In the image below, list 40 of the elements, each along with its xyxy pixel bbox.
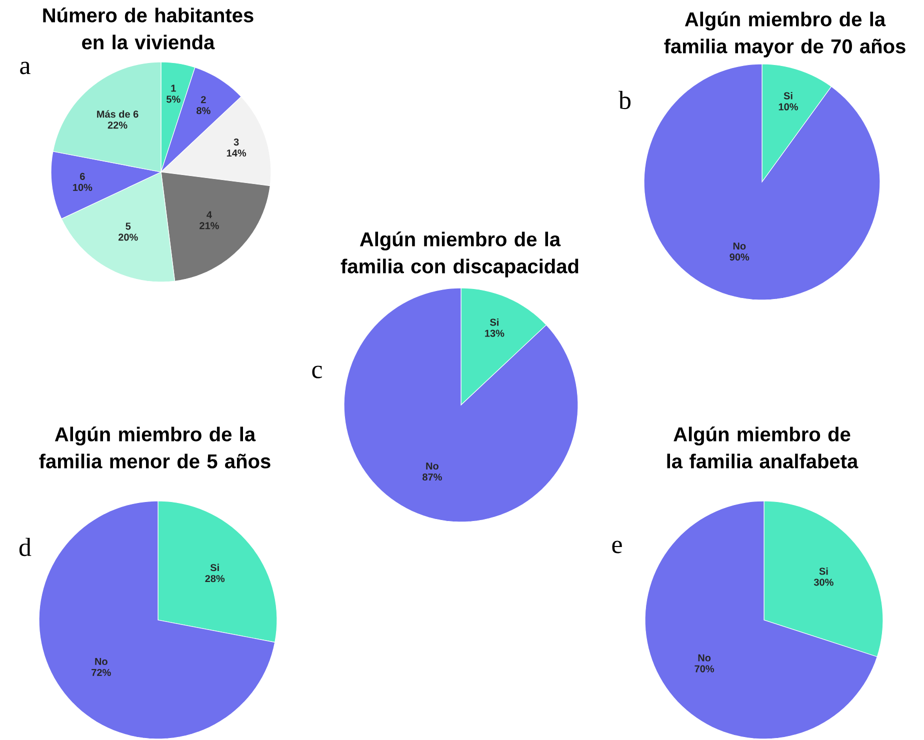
text: a — [20, 62, 30, 74]
slice-label: Si — [210, 564, 219, 572]
slice-label: 1 — [171, 84, 176, 92]
data-label: 70% — [694, 665, 714, 672]
slice-label: Si — [784, 92, 792, 100]
data-label: 22% — [108, 122, 128, 129]
chart-title: Número de habitantes en la vivienda — [43, 8, 254, 50]
slice-label: 5 — [126, 222, 131, 230]
data-label: 10% — [778, 103, 798, 110]
slice-label: 3 — [234, 138, 239, 146]
data-label: 28% — [205, 575, 225, 582]
slice-label: No — [733, 242, 746, 250]
slice-label: No — [95, 658, 108, 666]
slice-label: 4 — [206, 211, 212, 218]
data-label: 10% — [73, 184, 92, 191]
chart-title: Algún miembro de la familia menor de 5 años — [39, 426, 270, 468]
data-label: 87% — [422, 473, 442, 481]
chart-title: Algún miembro de la familia mayor de 70 años — [664, 12, 906, 58]
slice-label: 2 — [201, 96, 206, 104]
data-label: 90% — [730, 253, 750, 261]
data-label: 8% — [196, 107, 210, 114]
slice-label: No — [426, 462, 438, 470]
text: d — [19, 538, 32, 556]
slice-label: No — [698, 654, 711, 662]
text: c — [312, 366, 322, 378]
data-label: 5% — [166, 96, 180, 103]
data-label: 30% — [814, 578, 834, 586]
data-label: 14% — [226, 150, 246, 157]
chart-title: Algún miembro de la familia con discapacidad — [340, 232, 578, 278]
data-label: 20% — [118, 234, 138, 241]
slice-label: Si — [819, 567, 828, 575]
chart-title: Algún miembro de la familia analfabeta — [667, 426, 858, 468]
text: b — [618, 90, 631, 110]
text: e — [612, 540, 622, 554]
data-label: 21% — [200, 222, 219, 230]
slice-label: Si — [490, 318, 498, 326]
data-label: 72% — [92, 668, 111, 676]
data-label: 13% — [485, 330, 504, 337]
slice-label: 6 — [80, 172, 85, 180]
slice-label: Más de 6 — [97, 110, 138, 118]
